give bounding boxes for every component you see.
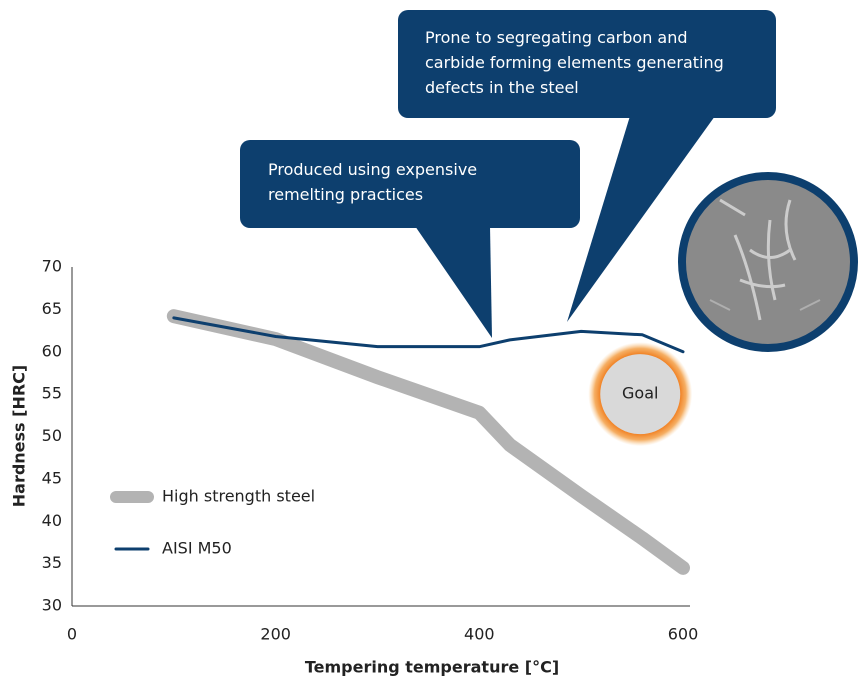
legend-label: AISI M50 xyxy=(162,539,232,558)
x-tick-label: 200 xyxy=(260,625,291,644)
y-tick-label: 30 xyxy=(42,596,62,615)
goal-label: Goal xyxy=(622,384,658,403)
y-tick-label: 45 xyxy=(42,468,62,487)
x-axis-label: Tempering temperature [°C] xyxy=(305,658,559,677)
callout-line: defects in the steel xyxy=(425,78,579,97)
callout-line: remelting practices xyxy=(268,185,423,204)
legend-label: High strength steel xyxy=(162,487,315,506)
x-tick-label: 0 xyxy=(67,625,77,644)
x-tick-label: 400 xyxy=(464,625,495,644)
y-tick-label: 65 xyxy=(42,299,62,318)
y-tick-label: 40 xyxy=(42,511,62,530)
callout: Produced using expensive remelting practi… xyxy=(240,140,580,338)
micrograph xyxy=(682,176,854,348)
y-tick-label: 55 xyxy=(42,384,62,403)
y-tick-label: 70 xyxy=(42,257,62,276)
y-tick-label: 35 xyxy=(42,553,62,572)
callout-line: Prone to segregating carbon and xyxy=(425,28,688,47)
y-axis-label: Hardness [HRC] xyxy=(10,365,29,507)
x-tick-label: 600 xyxy=(668,625,699,644)
callout-line: carbide forming elements generating xyxy=(425,53,724,72)
chart: Produced using expensive remelting practi… xyxy=(0,0,858,684)
y-tick-label: 50 xyxy=(42,426,62,445)
y-tick-label: 60 xyxy=(42,341,62,360)
callout-line: Produced using expensive xyxy=(268,160,477,179)
series-line xyxy=(174,316,683,568)
